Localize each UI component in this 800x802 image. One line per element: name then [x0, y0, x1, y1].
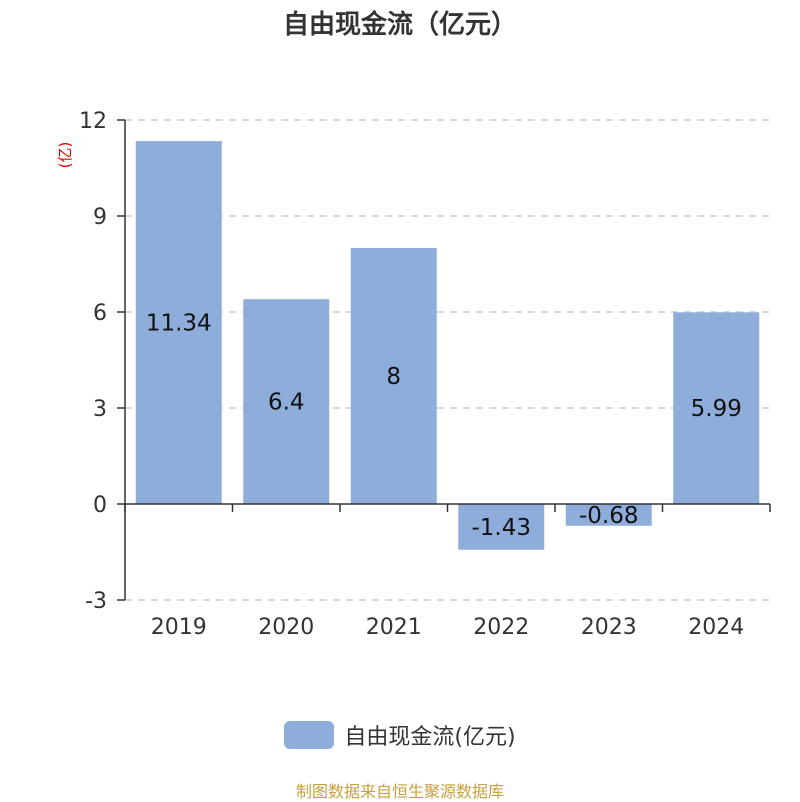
bar [458, 504, 545, 550]
legend-label: 自由现金流(亿元) [344, 725, 516, 750]
x-tick-label: 2021 [366, 615, 422, 640]
bar [565, 504, 652, 526]
bar [243, 299, 330, 504]
data-label: -0.68 [579, 503, 639, 529]
data-label: 5.99 [691, 396, 742, 422]
y-tick-label: 0 [93, 493, 107, 518]
x-tick-label: 2024 [688, 615, 744, 640]
bar [350, 248, 437, 504]
x-tick-label: 2019 [151, 615, 207, 640]
bar [673, 312, 760, 504]
x-tick-label: 2023 [581, 615, 637, 640]
legend[interactable]: 自由现金流(亿元) [0, 719, 800, 751]
x-tick-label: 2020 [258, 615, 314, 640]
data-label: 6.4 [268, 390, 305, 416]
y-tick-label: 9 [93, 205, 107, 230]
x-tick-label: 2022 [473, 615, 529, 640]
bar [135, 141, 222, 504]
data-label: -1.43 [471, 515, 531, 541]
chart-title: 自由现金流（亿元） [282, 10, 517, 40]
y-tick-label: -3 [85, 589, 107, 614]
y-tick-label: 3 [93, 397, 107, 422]
legend-swatch [284, 721, 335, 749]
data-label: 8 [386, 364, 401, 390]
data-label: 11.34 [146, 311, 212, 337]
y-tick-label: 12 [79, 109, 107, 134]
y-tick-label: 6 [93, 301, 107, 326]
source-note: 制图数据来自恒生聚源数据库 [295, 782, 504, 801]
y-axis-label: (亿) [56, 142, 74, 169]
